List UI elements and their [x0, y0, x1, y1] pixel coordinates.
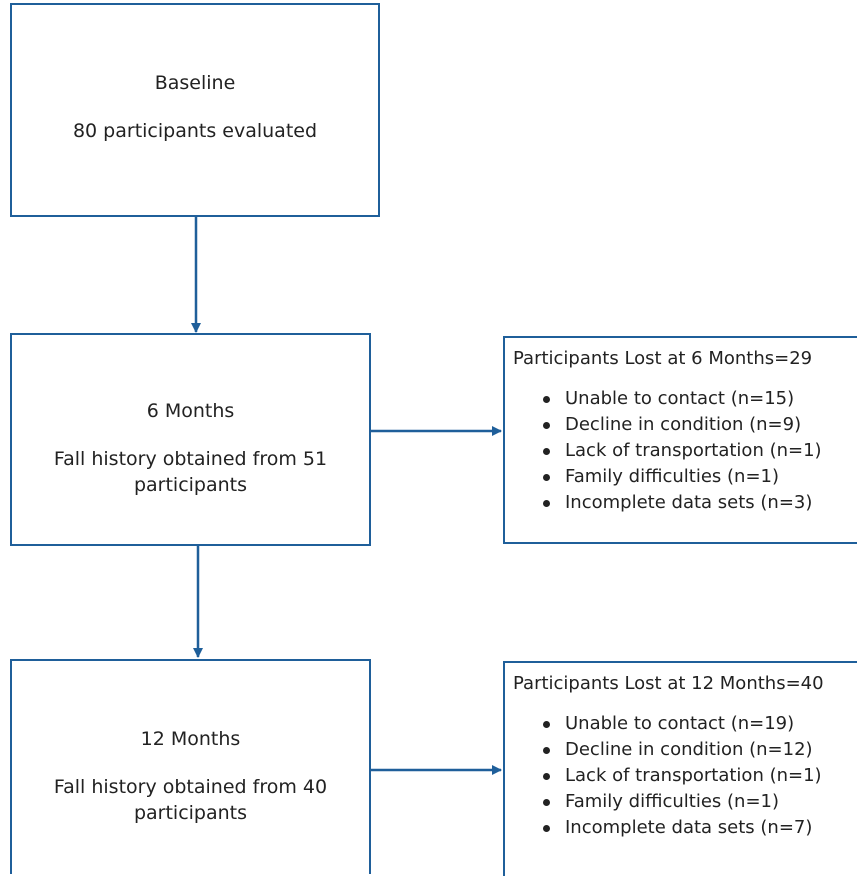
stage-description: Fall history obtained from 40 participan…: [53, 776, 328, 824]
lost-reason-item: Incomplete data sets (n=7): [541, 815, 822, 841]
stage-description: Fall history obtained from 51 participan…: [53, 448, 328, 496]
lost-reasons-list: Unable to contact (n=15) Decline in cond…: [541, 386, 822, 516]
stage-title: 6 Months: [146, 400, 235, 422]
stage-description: 80 participants evaluated: [72, 120, 318, 142]
lost-reason-item: Decline in condition (n=9): [541, 412, 822, 438]
lost-reasons-list: Unable to contact (n=19) Decline in cond…: [541, 711, 822, 841]
baseline-box: Baseline 80 participants evaluated: [10, 3, 380, 217]
lost-reason-item: Unable to contact (n=19): [541, 711, 822, 737]
lost-reason-item: Incomplete data sets (n=3): [541, 490, 822, 516]
lost-12-months-box: Participants Lost at 12 Months=40 Unable…: [503, 661, 857, 876]
lost-6-months-box: Participants Lost at 6 Months=29 Unable …: [503, 336, 857, 544]
lost-title: Participants Lost at 12 Months=40: [513, 673, 824, 694]
lost-title: Participants Lost at 6 Months=29: [513, 348, 813, 369]
lost-reason-item: Lack of transportation (n=1): [541, 438, 822, 464]
lost-reason-item: Lack of transportation (n=1): [541, 763, 822, 789]
stage-title: 12 Months: [140, 728, 241, 750]
lost-reason-item: Family difficulties (n=1): [541, 464, 822, 490]
lost-reason-item: Family difficulties (n=1): [541, 789, 822, 815]
twelve-months-box: 12 Months Fall history obtained from 40 …: [10, 659, 371, 874]
lost-reason-item: Unable to contact (n=15): [541, 386, 822, 412]
stage-title: Baseline: [154, 72, 236, 94]
six-months-box: 6 Months Fall history obtained from 51 p…: [10, 333, 371, 546]
lost-reason-item: Decline in condition (n=12): [541, 737, 822, 763]
